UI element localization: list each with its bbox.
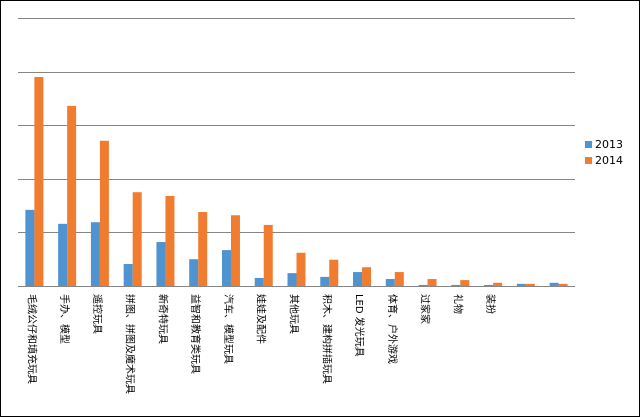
bar (25, 209, 35, 286)
x-tick-label: 娃娃及配件 (255, 294, 268, 344)
bar (189, 259, 199, 286)
bar (34, 76, 44, 287)
bar (221, 250, 231, 286)
legend-swatch (585, 157, 592, 164)
x-tick-label: 毛绒公仔和填充玩具 (25, 294, 38, 384)
bar (320, 276, 330, 286)
x-tick-label: 遥控玩具 (91, 294, 104, 334)
bar (99, 140, 109, 286)
bar (460, 280, 470, 286)
x-tick-label: 益智和教育类玩具 (189, 294, 202, 374)
bar (165, 195, 175, 286)
legend-label: 2014 (595, 154, 623, 167)
bar (362, 267, 372, 286)
bar (123, 264, 133, 286)
bar (525, 283, 535, 286)
x-tick-label: 过家家 (419, 294, 432, 324)
x-tick-label: 体育、户外游戏 (386, 294, 399, 364)
x-tick-label: 汽车、模型玩具 (222, 294, 235, 364)
bar (132, 192, 142, 286)
bar (493, 282, 503, 286)
x-tick-label: 其他玩具 (288, 294, 301, 334)
legend-swatch (585, 141, 592, 148)
bar (230, 215, 240, 286)
bar (58, 223, 68, 286)
x-tick-label: 礼物 (451, 294, 464, 314)
bar (353, 272, 363, 286)
bar (558, 283, 568, 286)
bar (67, 105, 77, 287)
x-tick-label: 新奇特玩具 (156, 294, 169, 344)
bar (516, 283, 526, 286)
bar (451, 284, 461, 286)
bar (254, 277, 264, 286)
x-tick-label: 装扮 (484, 294, 497, 314)
x-tick-label: 积木、建构拼插玩具 (320, 294, 333, 384)
bar (296, 252, 306, 286)
legend-label: 2013 (595, 138, 623, 151)
x-tick-label: LED 发光玩具 (353, 294, 366, 357)
bar (427, 279, 437, 286)
bar (329, 259, 339, 286)
bar (287, 273, 297, 286)
bar (549, 282, 559, 286)
bar (198, 212, 208, 286)
x-tick-label: 拼图、拼图及魔术玩具 (124, 294, 137, 394)
bar (263, 224, 273, 286)
bar (418, 284, 428, 286)
bar (90, 222, 100, 286)
bar (484, 284, 494, 286)
bar (156, 242, 166, 286)
bar (385, 279, 395, 286)
x-tick-label: 手办、模型 (58, 294, 71, 344)
bar (394, 272, 404, 286)
